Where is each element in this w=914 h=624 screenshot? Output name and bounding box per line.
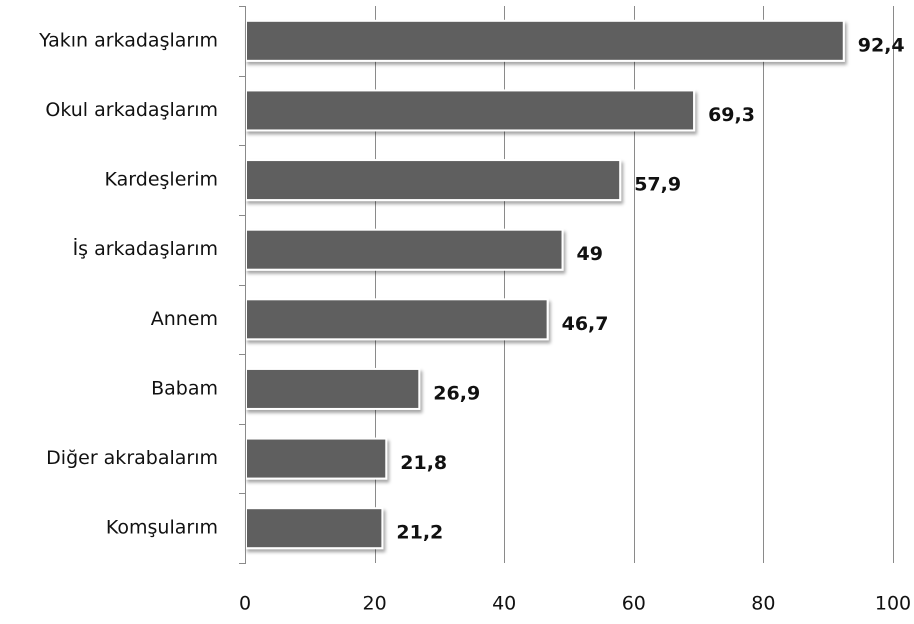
category-label: İş arkadaşlarım <box>73 237 218 260</box>
category-label: Okul arkadaşlarım <box>45 99 218 121</box>
labels: Yakın arkadaşlarım 92,4 Okul arkadaşlarım 6… <box>38 29 911 614</box>
category-label: Komşularım <box>106 517 218 539</box>
x-tick-label: 0 <box>239 593 251 615</box>
bar-2 <box>245 89 696 132</box>
data-label: 46,7 <box>562 313 609 335</box>
data-label: 21,8 <box>400 452 447 474</box>
category-label: Yakın arkadaşlarım <box>38 29 218 51</box>
x-tick-label: 20 <box>363 593 387 615</box>
axes <box>239 6 246 564</box>
x-tick-label: 100 <box>875 593 911 615</box>
bar-7 <box>245 437 388 480</box>
bar-1 <box>245 19 845 62</box>
x-tick-label: 60 <box>622 593 646 615</box>
category-label: Annem <box>151 308 218 330</box>
bar-5 <box>245 298 549 341</box>
data-label: 26,9 <box>433 382 480 404</box>
category-label: Kardeşlerim <box>105 169 218 191</box>
x-tick-label: 80 <box>751 593 775 615</box>
data-label: 57,9 <box>634 174 681 196</box>
bars <box>245 19 845 550</box>
category-label: Diğer akrabalarım <box>46 447 218 469</box>
data-label: 92,4 <box>858 34 905 56</box>
category-label: Babam <box>151 377 218 399</box>
data-label: 21,2 <box>396 522 443 544</box>
bar-3 <box>245 159 622 202</box>
bar-6 <box>245 367 421 410</box>
x-tick-label: 40 <box>492 593 516 615</box>
data-label: 49 <box>577 243 603 265</box>
data-label: 69,3 <box>708 104 755 126</box>
bar-8 <box>245 507 384 550</box>
bar-4 <box>245 228 564 271</box>
